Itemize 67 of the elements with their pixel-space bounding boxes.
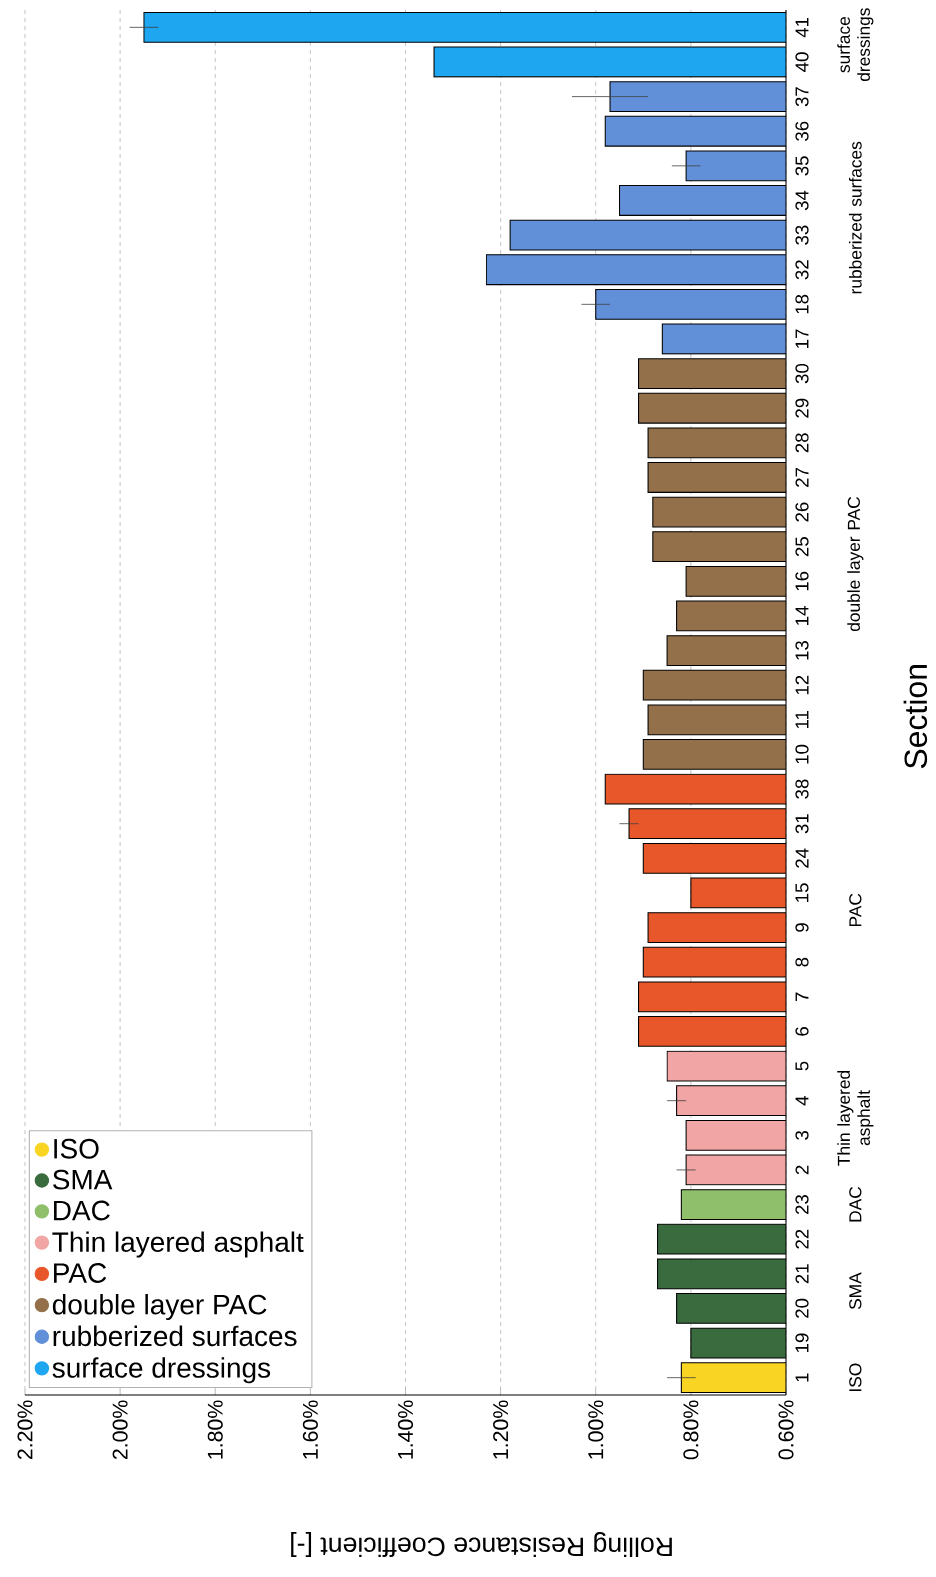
y-axis-title: Section: [903, 665, 928, 769]
y-tick-label: 33: [795, 225, 809, 245]
x-tick-label: 1.40%: [397, 1400, 414, 1459]
y-tick-label: 16: [795, 571, 809, 591]
y-tick-label: 41: [795, 17, 809, 38]
y-tick-label: 34: [795, 190, 809, 211]
text: rubberized surfaces: [848, 141, 862, 294]
y-tick-label: 13: [795, 641, 809, 660]
x-tick-label: 1.20%: [493, 1400, 509, 1459]
x-tick-label: 2.20%: [17, 1400, 33, 1460]
y-tick-label: 4: [795, 1096, 809, 1106]
y-tick-label: 21: [795, 1264, 809, 1284]
y-tick-label: 6: [795, 1027, 809, 1036]
text: double layer PAC: [847, 496, 864, 632]
y-tick-label: 20: [795, 1298, 809, 1318]
text: SMA: [849, 1272, 862, 1310]
y-tick-label: 28: [795, 433, 809, 453]
y-tick-label: 15: [795, 883, 809, 902]
x-tick-label: 1.60%: [302, 1400, 318, 1459]
text: ISO: [849, 1363, 862, 1391]
x-tick-label: 0.80%: [683, 1400, 699, 1460]
x-tick-label: 0.60%: [778, 1400, 794, 1460]
y-tick-label: 23: [795, 1195, 809, 1214]
y-tick-label: 30: [795, 363, 809, 384]
y-tick-label: 12: [795, 675, 809, 695]
text: DAC: [849, 1186, 862, 1222]
text: Thin layered asphalt: [837, 1070, 874, 1166]
legend-label: double layer PAC: [52, 1293, 267, 1321]
y-tick-label: 22: [795, 1229, 809, 1249]
legend-label: DAC: [54, 1200, 110, 1221]
y-tick-label: 32: [795, 260, 809, 280]
y-tick-label: 17: [795, 329, 809, 348]
y-tick-label: 27: [795, 468, 809, 487]
y-tick-label: 26: [795, 502, 809, 522]
y-tick-label: 25: [795, 537, 809, 557]
y-tick-label: 38: [795, 779, 809, 799]
y-tick-label: 7: [795, 992, 809, 1002]
x-tick-label: 2.00%: [112, 1400, 128, 1460]
y-tick-label: 2: [795, 1165, 809, 1175]
text: surface dressings: [837, 8, 874, 82]
legend-label: SMA: [53, 1169, 113, 1190]
y-tick-label: 29: [795, 398, 809, 418]
y-tick-label: 3: [795, 1130, 809, 1140]
y-tick-label: 31: [795, 814, 809, 834]
legend-label: surface dressings: [52, 1357, 271, 1384]
y-tick-label: 37: [795, 87, 809, 107]
text: PAC: [849, 893, 862, 927]
legend-label: PAC: [54, 1263, 107, 1283]
x-tick-label: 1.00%: [588, 1400, 604, 1459]
y-tick-label: 10: [795, 744, 809, 764]
y-tick-label: 9: [795, 923, 809, 932]
x-axis-title: Rolling Resistance Coefficient [-]: [291, 1532, 672, 1557]
legend-label: Thin layered asphalt: [52, 1231, 304, 1258]
y-tick-label: 19: [795, 1333, 809, 1352]
y-tick-label: 18: [795, 294, 809, 314]
y-tick-label: 14: [795, 606, 809, 625]
legend-label: rubberized surfaces: [53, 1325, 297, 1347]
y-tick-label: 8: [795, 957, 809, 967]
y-tick-label: 11: [795, 711, 809, 729]
y-tick-label: 5: [795, 1061, 809, 1071]
x-tick-label: 1.80%: [207, 1400, 223, 1459]
y-tick-label: 24: [795, 848, 809, 868]
y-tick-label: 1: [795, 1373, 809, 1382]
y-tick-label: 36: [795, 121, 809, 141]
y-tick-label: 40: [795, 52, 809, 72]
y-tick-label: 35: [795, 156, 809, 176]
legend-label: ISO: [54, 1138, 99, 1159]
